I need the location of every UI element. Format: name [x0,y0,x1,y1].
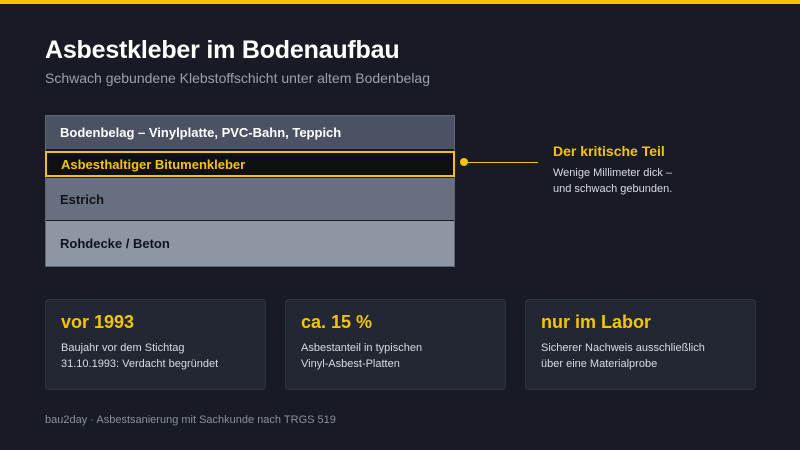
fact-card-value: nur im Labor [541,312,652,332]
layer-raw-ceiling: Rohdecke / Beton [46,221,454,266]
floor-layer-stack: Bodenbelag – Vinylplatte, PVC-Bahn, Tepp… [45,115,455,267]
fact-card-description: Sicherer Nachweis ausschließlich über ei… [541,340,741,372]
page-subtitle: Schwach gebundene Klebstoffschicht unter… [45,70,431,86]
fact-card-desc-line: Vinyl-Asbest-Platten [301,358,400,370]
connector-line [466,161,538,163]
layer-floor-covering: Bodenbelag – Vinylplatte, PVC-Bahn, Tepp… [46,116,454,149]
fact-card-desc-line: Asbestanteil in typischen [301,342,423,354]
layer-raw-ceiling-label: Rohdecke / Beton [60,236,170,251]
callout-text: Wenige Millimeter dick – und schwach geb… [553,165,733,197]
fact-card-year: vor 1993 Baujahr vor dem Stichtag 31.10.… [45,299,266,390]
callout-line-2: und schwach gebunden. [553,183,673,195]
fact-card-value: vor 1993 [61,312,135,332]
accent-bar [0,0,800,4]
footer-note: bau2day · Asbestsanierung mit Sachkunde … [45,414,336,426]
connector-dot [460,158,468,166]
fact-card-lab-test: nur im Labor Sicherer Nachweis ausschlie… [525,299,756,390]
fact-card-desc-line: 31.10.1993: Verdacht begründet [61,358,219,370]
fact-card-desc-line: über eine Materialprobe [541,358,658,370]
fact-card-asbestos-share: ca. 15 % Asbestanteil in typischen Vinyl… [285,299,506,390]
layer-screed-label: Estrich [60,191,105,207]
callout-title: Der kritische Teil [553,143,665,159]
page-title: Asbestkleber im Bodenaufbau [45,36,400,64]
layer-bitumen-adhesive: Asbesthaltiger Bitumenkleber [45,151,455,177]
fact-card-description: Baujahr vor dem Stichtag 31.10.1993: Ver… [61,340,261,372]
fact-card-value: ca. 15 % [301,312,373,332]
callout-line-1: Wenige Millimeter dick – [553,167,673,179]
fact-card-description: Asbestanteil in typischen Vinyl-Asbest-P… [301,340,501,372]
layer-screed: Estrich [46,178,454,220]
fact-card-desc-line: Sicherer Nachweis ausschließlich [541,342,705,354]
layer-floor-covering-label: Bodenbelag – Vinylplatte, PVC-Bahn, Tepp… [60,125,342,140]
fact-card-desc-line: Baujahr vor dem Stichtag [61,342,185,354]
layer-bitumen-adhesive-label: Asbesthaltiger Bitumenkleber [61,156,246,172]
